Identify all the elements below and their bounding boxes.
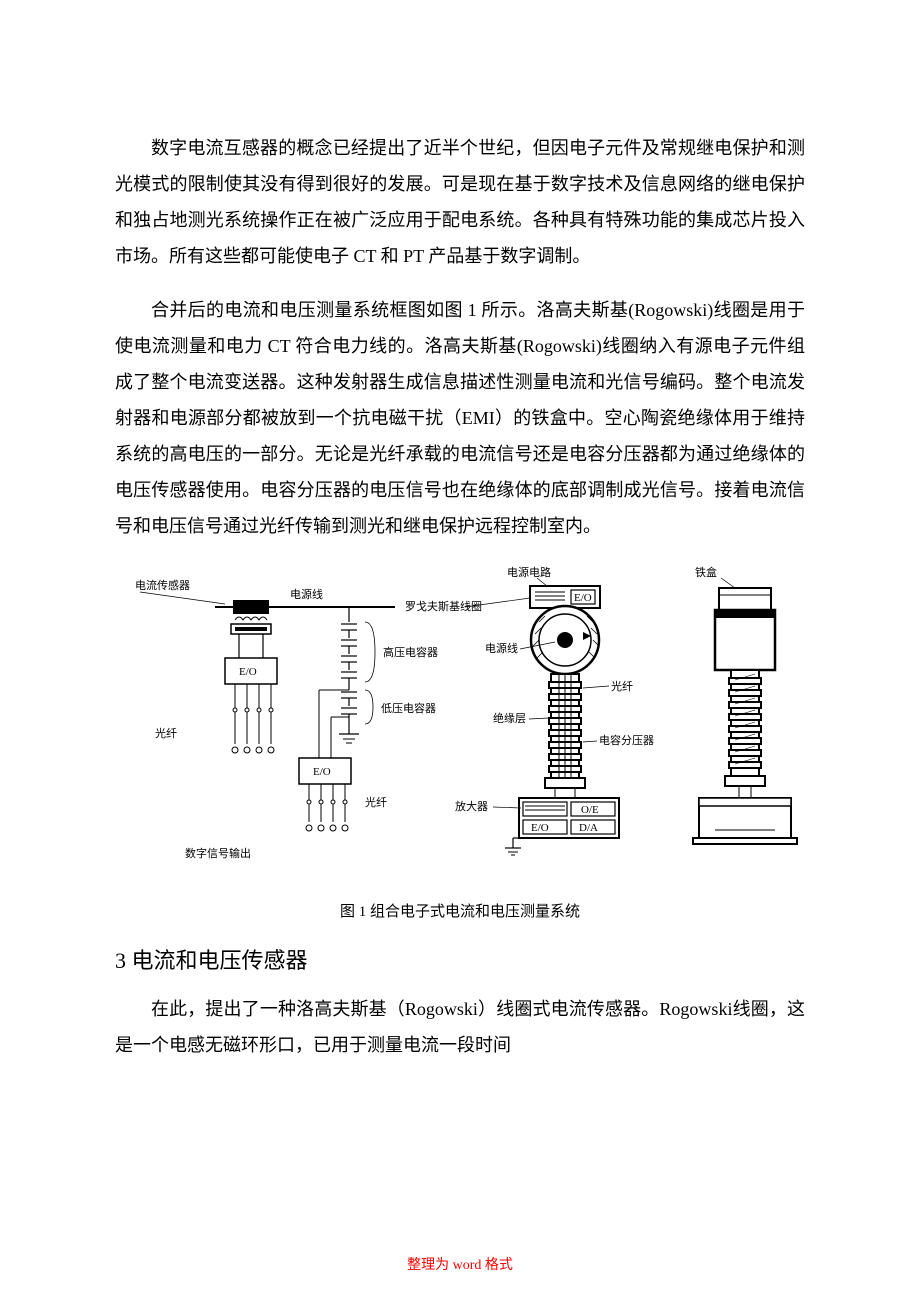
paragraph-1: 数字电流互感器的概念已经提出了近半个世纪，但因电子元件及常规继电保护和测光模式的… xyxy=(115,130,805,274)
label-rogowski: 罗戈夫斯基线圈 xyxy=(405,599,482,613)
label-amplifier: 放大器 xyxy=(455,799,488,813)
label-fiber-1: 光纤 xyxy=(155,726,177,740)
label-cap-divider: 电容分压器 xyxy=(599,733,654,747)
label-power-line-2: 电源线 xyxy=(485,641,518,655)
footer-note: 整理为 word 格式 xyxy=(0,1254,920,1274)
figure-1-caption: 图 1 组合电子式电流和电压测量系统 xyxy=(115,900,805,921)
label-eo-3: E/O xyxy=(574,592,592,604)
heading-section-3: 3 电流和电压传感器 xyxy=(115,943,805,975)
label-fiber-2: 光纤 xyxy=(365,795,387,809)
label-da: D/A xyxy=(579,822,598,834)
label-insulator: 绝缘层 xyxy=(493,711,526,725)
page: 数字电流互感器的概念已经提出了近半个世纪，但因电子元件及常规继电保护和测光模式的… xyxy=(0,0,920,1302)
label-eo-4: E/O xyxy=(531,822,549,834)
label-eo-1: E/O xyxy=(239,666,257,678)
label-oe: O/E xyxy=(581,804,599,816)
label-power-line: 电源线 xyxy=(290,587,323,601)
label-digital-out: 数字信号输出 xyxy=(185,846,251,860)
label-power-circuit: 电源电路 xyxy=(507,565,551,579)
label-lv-cap: 低压电容器 xyxy=(381,701,436,715)
label-eo-2: E/O xyxy=(313,766,331,778)
label-current-sensor: 电流传感器 xyxy=(135,578,190,592)
label-hv-cap: 高压电容器 xyxy=(383,645,438,659)
label-iron-box: 铁盒 xyxy=(695,565,717,579)
paragraph-2: 合并后的电流和电压测量系统框图如图 1 所示。洛高夫斯基(Rogowski)线圈… xyxy=(115,292,805,544)
paragraph-3: 在此，提出了一种洛高夫斯基（Rogowski）线圈式电流传感器。Rogowski… xyxy=(115,991,805,1063)
label-fiber-3: 光纤 xyxy=(611,679,633,693)
figure-1: 电源线 电流传感器 E/O xyxy=(115,562,805,892)
